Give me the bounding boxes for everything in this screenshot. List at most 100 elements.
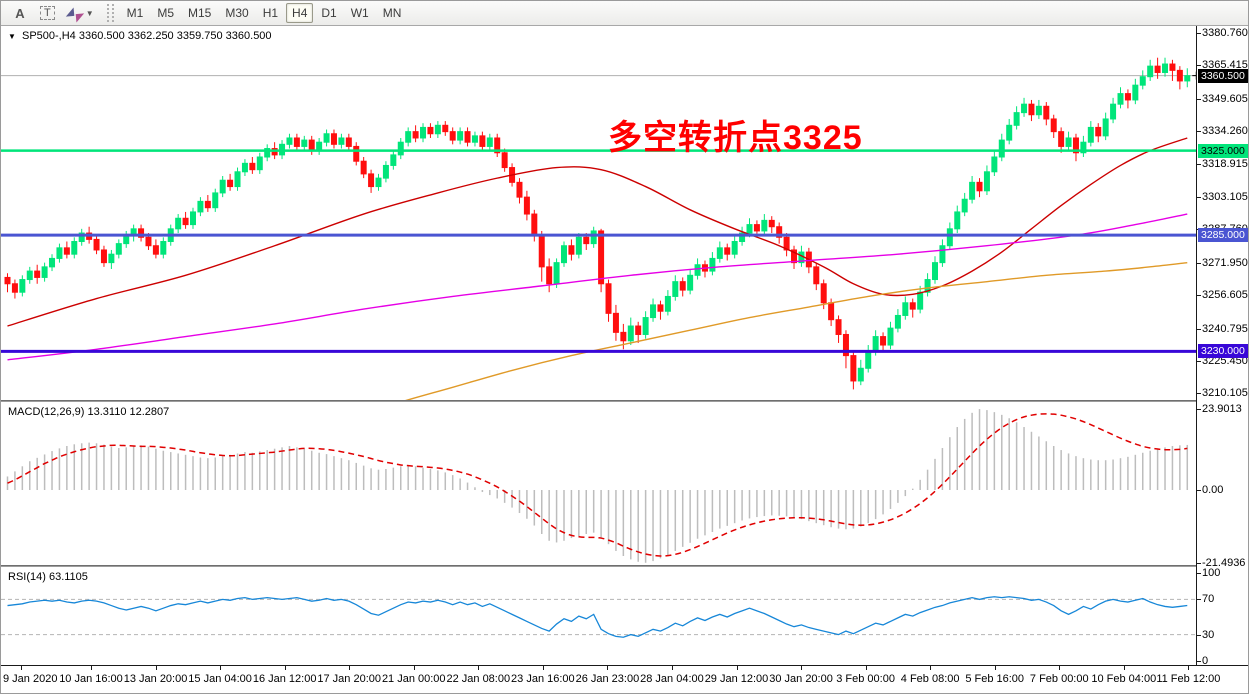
text-tool-icon: T <box>40 6 55 20</box>
arrows-icon <box>65 6 84 23</box>
chevron-down-icon: ▼ <box>85 8 94 18</box>
price-chart-panel[interactable]: ▼ SP500-,H4 3360.500 3362.250 3359.750 3… <box>1 26 1196 400</box>
time-tick-label: 11 Feb 12:00 <box>1156 673 1221 685</box>
axis-tick <box>1197 490 1201 491</box>
time-tick-label: 3 Feb 00:00 <box>836 673 895 685</box>
axis-tick <box>220 666 222 670</box>
price-tick-label: 3380.760 <box>1202 26 1248 39</box>
time-tick-label: 22 Jan 08:00 <box>446 673 511 685</box>
level-price-badge: 3230.000 <box>1198 344 1248 359</box>
axis-tick <box>413 666 415 670</box>
axis-tick <box>1197 360 1201 362</box>
macd-values-label: 13.3110 12.2807 <box>87 406 170 418</box>
price-tick-label: 3271.950 <box>1202 256 1248 269</box>
axis-tick <box>155 666 157 670</box>
macd-title: MACD(12,26,9) 13.3110 12.2807 <box>8 406 169 418</box>
axis-tick <box>1197 328 1201 330</box>
time-axis[interactable]: 9 Jan 2020 10 Jan 16:00 13 Jan 20:00 15 Jan… <box>1 665 1248 693</box>
font-tool-button[interactable]: A <box>8 3 32 23</box>
price-tick-label: 3303.105 <box>1202 190 1248 203</box>
axis-tick <box>994 666 996 670</box>
time-tick-label: 30 Jan 20:00 <box>769 673 833 685</box>
timeframe-button-h4[interactable]: H4 <box>286 3 314 23</box>
axis-tick <box>1197 393 1201 395</box>
timeframe-button-w1[interactable]: W1 <box>350 6 369 20</box>
axis-tick <box>21 666 22 670</box>
axis-tick <box>1197 295 1201 297</box>
macd-name-label: MACD(12,26,9) <box>8 406 85 418</box>
text-label-tool-button[interactable]: T <box>34 3 61 23</box>
rsi-name-label: RSI(14) <box>8 571 46 583</box>
time-tick-label: 16 Jan 12:00 <box>252 673 317 685</box>
chart-symbol-label: SP500-,H4 <box>21 30 76 42</box>
level-price-badge: 3285.000 <box>1198 228 1248 243</box>
timeframe-button-m30[interactable]: M30 <box>225 6 249 20</box>
rsi-value-label: 63.1105 <box>48 571 88 583</box>
macd-tick-label: 23.9013 <box>1202 403 1242 416</box>
timeframe-button-group: M1 M5 M15 M30 H1 H4 D1 W1 MN <box>120 3 409 23</box>
rsi-chart[interactable] <box>1 567 1196 665</box>
panel-splitter-rsi[interactable] <box>1 565 1248 567</box>
time-tick-label: 4 Feb 08:00 <box>900 673 960 685</box>
macd-tick-label: -21.4936 <box>1202 556 1246 569</box>
level-price-badge: 3325.000 <box>1198 143 1248 158</box>
time-tick-label: 10 Jan 16:00 <box>59 673 123 685</box>
current-price-badge: 3360.500 <box>1198 68 1248 83</box>
toolbar-grip-handle[interactable] <box>106 4 114 22</box>
arrows-style-tool-button[interactable]: ▼ <box>63 3 100 23</box>
time-tick-label: 13 Jan 20:00 <box>123 673 188 685</box>
axis-tick <box>349 666 351 670</box>
axis-tick <box>736 666 738 670</box>
macd-chart[interactable] <box>1 402 1196 565</box>
axis-tick <box>1197 65 1201 67</box>
price-tick-label: 3210.105 <box>1202 387 1248 400</box>
time-tick-label: 9 Jan 2020 <box>3 673 58 685</box>
macd-panel[interactable]: MACD(12,26,9) 13.3110 12.2807 <box>1 402 1196 565</box>
axis-tick <box>1059 666 1061 670</box>
timeframe-button-m5[interactable]: M5 <box>157 6 174 20</box>
time-tick-label: 10 Feb 04:00 <box>1091 673 1157 685</box>
text-annotation[interactable]: 多空转折点3325 <box>608 119 863 157</box>
axis-tick <box>1197 409 1201 411</box>
axis-tick <box>1197 661 1201 662</box>
timeframe-button-mn[interactable]: MN <box>382 6 402 20</box>
price-axis[interactable]: 3380.760 3365.415 3349.605 3334.260 3318.915… <box>1196 26 1248 667</box>
time-tick-label: 26 Jan 23:00 <box>575 673 640 685</box>
rsi-tick-label: 0 <box>1202 655 1209 667</box>
panel-splitter-macd[interactable] <box>1 400 1248 402</box>
time-tick-label: 7 Feb 00:00 <box>1029 673 1089 685</box>
axis-tick <box>607 666 609 670</box>
price-tick-label: 3318.915 <box>1202 157 1248 170</box>
axis-tick <box>1123 666 1125 670</box>
axis-tick <box>801 666 803 670</box>
time-tick-label: 29 Jan 12:00 <box>704 673 769 685</box>
axis-tick <box>865 666 867 670</box>
timeframe-button-m15[interactable]: M15 <box>188 6 212 20</box>
time-tick-label: 21 Jan 00:00 <box>381 673 446 685</box>
axis-tick <box>1188 666 1190 670</box>
axis-tick <box>1197 32 1201 34</box>
collapse-triangle-icon[interactable]: ▼ <box>8 32 16 41</box>
time-tick-label: 15 Jan 04:00 <box>188 673 252 685</box>
rsi-tick-label: 100 <box>1202 567 1221 579</box>
axis-tick <box>284 666 286 670</box>
time-tick-label: 28 Jan 04:00 <box>640 673 704 685</box>
time-tick-label: 17 Jan 20:00 <box>317 673 381 685</box>
axis-tick <box>1197 573 1201 574</box>
axis-tick <box>1197 196 1201 198</box>
axis-tick <box>478 666 480 670</box>
timeframe-button-h1[interactable]: H1 <box>262 6 279 20</box>
axis-tick <box>1197 562 1201 564</box>
rsi-panel[interactable]: RSI(14) 63.1105 <box>1 567 1196 665</box>
timeframe-button-m1[interactable]: M1 <box>126 6 144 20</box>
price-tick-label: 3349.605 <box>1202 92 1248 105</box>
time-tick-label: 5 Feb 16:00 <box>965 673 1025 685</box>
candlestick-chart[interactable] <box>1 26 1196 400</box>
axis-tick <box>1197 163 1201 165</box>
timeframe-button-d1[interactable]: D1 <box>321 6 337 20</box>
toolbar: A T ▼ M1 M5 M15 M30 H1 H4 D1 W1 MN <box>1 1 1248 26</box>
axis-tick <box>930 666 932 670</box>
price-tick-label: 3365.415 <box>1202 59 1248 72</box>
axis-tick <box>542 666 544 670</box>
